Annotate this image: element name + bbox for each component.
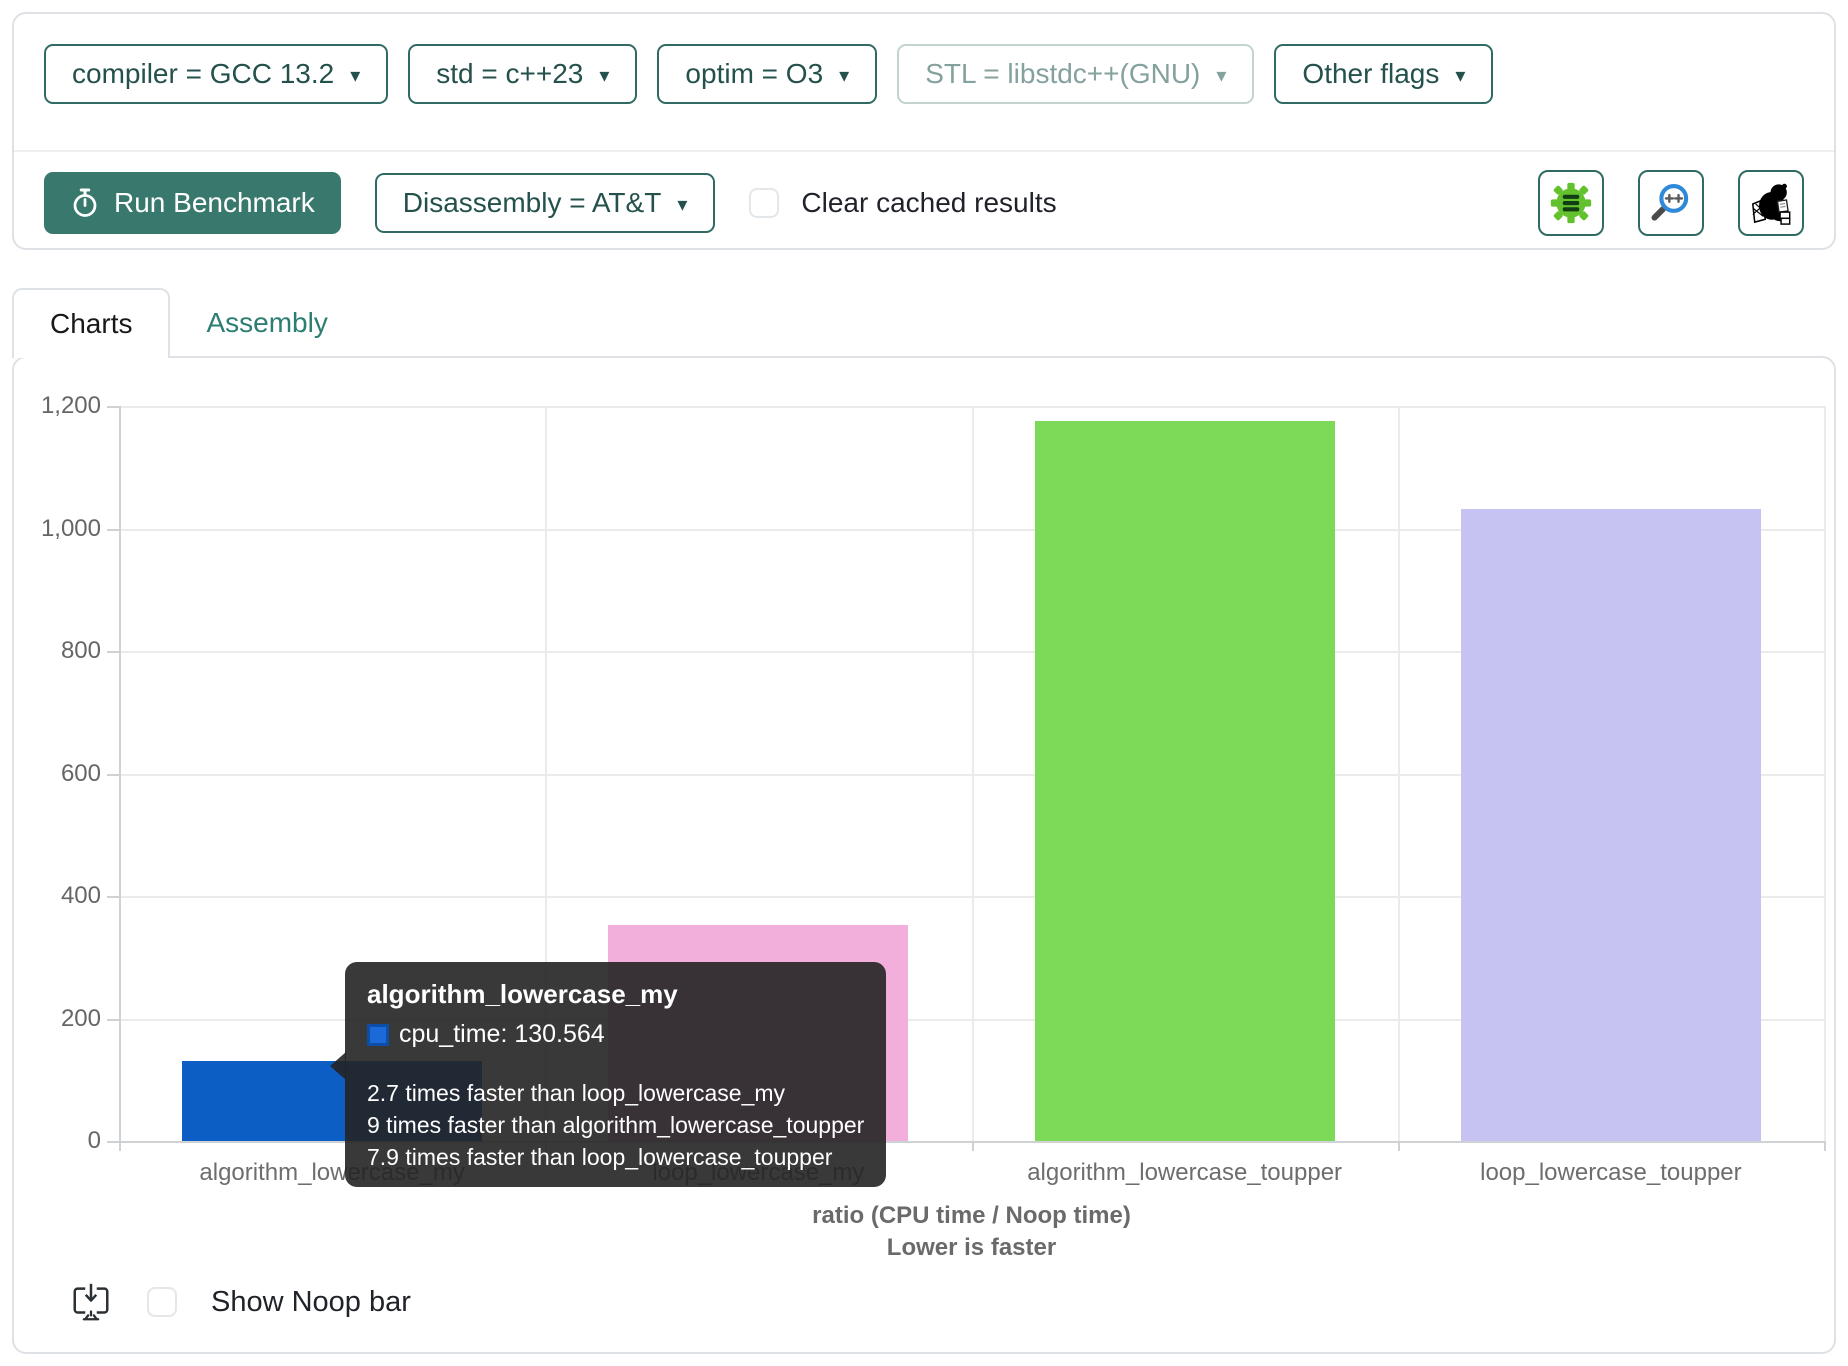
chart-tooltip: algorithm_lowercase_my cpu_time: 130.564… <box>329 962 887 1187</box>
bar-chart-plot: 0 200 400 600 800 1,000 1,200 algorithm_lowerca… <box>41 392 1826 1187</box>
tooltip-comparison-3: 7.9 times faster than loop_lowercase_tou… <box>367 1144 833 1170</box>
gridline-x-4 <box>1824 406 1826 1141</box>
chart-footer: Show Noop bar <box>69 1280 411 1324</box>
bar-algorithm_lowercase_toupper[interactable] <box>1034 421 1335 1141</box>
show-noop-checkbox[interactable] <box>147 1287 177 1317</box>
tab-assembly[interactable]: Assembly <box>206 307 328 338</box>
filter-dropdown-other-flags[interactable]: Other flags ▾ <box>1274 44 1494 104</box>
download-chart-icon[interactable] <box>69 1280 113 1324</box>
y-tick-label-1000: 1,000 <box>40 514 101 542</box>
quick-bench-beaver-icon <box>1748 180 1794 226</box>
tooltip-comparison-2: 9 times faster than algorithm_lowercase_… <box>367 1112 865 1138</box>
x-axis-title-line1: ratio (CPU time / Noop time) <box>812 1202 1131 1229</box>
y-tick-label-200: 200 <box>60 1004 101 1032</box>
y-axis-line <box>119 406 121 1141</box>
filter-dropdown-stl: STL = libstdc++(GNU) ▾ <box>897 44 1255 104</box>
external-tool-buttons <box>1538 170 1804 236</box>
chevron-down-icon: ▾ <box>350 64 361 87</box>
x-axis-title-line2: Lower is faster <box>886 1234 1057 1261</box>
chevron-down-icon: ▾ <box>1455 64 1466 87</box>
tooltip-title: algorithm_lowercase_my <box>367 979 678 1009</box>
filter-dropdown-optim[interactable]: optim = O3 ▾ <box>657 44 878 104</box>
tooltip-comparison-1: 2.7 times faster than loop_lowercase_my <box>367 1080 786 1106</box>
view-tabs: Charts Assembly <box>12 288 364 358</box>
filter-dropdown-std-label: std = c++23 <box>436 58 584 89</box>
gridline-x-3 <box>1397 406 1400 1141</box>
x-category-label-loop_lowercase_toupper: loop_lowercase_toupper <box>1480 1159 1742 1186</box>
bar-loop_lowercase_toupper[interactable] <box>1460 509 1761 1141</box>
gridline-x-2 <box>971 406 974 1141</box>
toolbar-card: compiler = GCC 13.2 ▾ std = c++23 ▾ optim = … <box>12 12 1836 250</box>
y-tick-mark-200 <box>107 1018 119 1021</box>
tooltip-value: cpu_time: 130.564 <box>399 1020 605 1048</box>
cpp-insights-button[interactable] <box>1638 170 1704 236</box>
x-tick-mark-2 <box>971 1141 974 1151</box>
y-tick-label-400: 400 <box>60 882 101 909</box>
chevron-down-icon: ▾ <box>677 193 688 216</box>
y-tick-label-1200: 1,200 <box>40 392 101 419</box>
chevron-down-icon: ▾ <box>839 64 850 87</box>
actions-row: Run Benchmark Disassembly = AT&T ▾ Clear… <box>44 170 1804 236</box>
x-axis-line <box>119 1141 1824 1143</box>
quick-bench-beaver-button[interactable] <box>1738 170 1804 236</box>
filter-dropdown-other-flags-label: Other flags <box>1302 58 1440 89</box>
run-benchmark-button[interactable]: Run Benchmark <box>44 172 341 234</box>
disassembly-dropdown[interactable]: Disassembly = AT&T ▾ <box>374 173 716 233</box>
chart-card: 0 200 400 600 800 1,000 1,200 algorithm_lowerca… <box>12 356 1836 1354</box>
tab-charts[interactable]: Charts <box>12 288 171 358</box>
y-tick-label-600: 600 <box>60 759 101 787</box>
y-tick-mark-0 <box>107 1141 119 1143</box>
tooltip-gap <box>367 1049 864 1077</box>
x-tick-mark-0 <box>119 1141 121 1151</box>
filter-dropdown-stl-label: STL = libstdc++(GNU) <box>925 58 1201 89</box>
y-tick-mark-400 <box>107 896 119 898</box>
gridline-x-1 <box>545 406 548 1141</box>
filters-row: compiler = GCC 13.2 ▾ std = c++23 ▾ optim = … <box>44 44 1804 104</box>
tooltip-comparisons: 2.7 times faster than loop_lowercase_my 9… <box>367 1077 864 1173</box>
x-category-label-algorithm_lowercase_toupper: algorithm_lowercase_toupper <box>1027 1159 1343 1186</box>
x-tick-mark-3 <box>1397 1141 1400 1151</box>
clear-cached-checkbox[interactable] <box>749 188 780 218</box>
filter-dropdown-optim-label: optim = O3 <box>685 58 824 89</box>
filter-dropdown-compiler[interactable]: compiler = GCC 13.2 ▾ <box>44 44 389 104</box>
y-tick-mark-800 <box>107 651 119 653</box>
y-tick-label-0: 0 <box>87 1127 101 1154</box>
compiler-explorer-button[interactable] <box>1538 170 1604 236</box>
filter-dropdown-compiler-label: compiler = GCC 13.2 <box>72 58 335 89</box>
x-tick-mark-4 <box>1824 1141 1826 1151</box>
y-tick-label-800: 800 <box>60 637 101 664</box>
show-noop-label: Show Noop bar <box>211 1285 411 1318</box>
stopwatch-icon <box>70 188 100 218</box>
filter-dropdown-std[interactable]: std = c++23 ▾ <box>408 44 638 104</box>
y-tick-mark-600 <box>107 773 119 776</box>
clear-cached-group: Clear cached results <box>749 187 1057 219</box>
cpp-insights-icon <box>1649 181 1693 225</box>
chevron-down-icon: ▾ <box>599 64 610 87</box>
disassembly-dropdown-label: Disassembly = AT&T <box>402 187 662 218</box>
tooltip-series-row: cpu_time: 130.564 <box>367 1020 864 1049</box>
toolbar-divider <box>14 150 1834 152</box>
run-benchmark-label: Run Benchmark <box>114 187 315 218</box>
series-marker-icon <box>367 1023 389 1046</box>
x-axis-title: ratio (CPU time / Noop time) Lower is fa… <box>119 1200 1824 1264</box>
clear-cached-label: Clear cached results <box>801 187 1057 218</box>
y-tick-mark-1000 <box>107 528 119 531</box>
chevron-down-icon: ▾ <box>1216 64 1227 87</box>
compiler-explorer-icon <box>1549 181 1593 225</box>
y-tick-mark-1200 <box>107 406 119 408</box>
